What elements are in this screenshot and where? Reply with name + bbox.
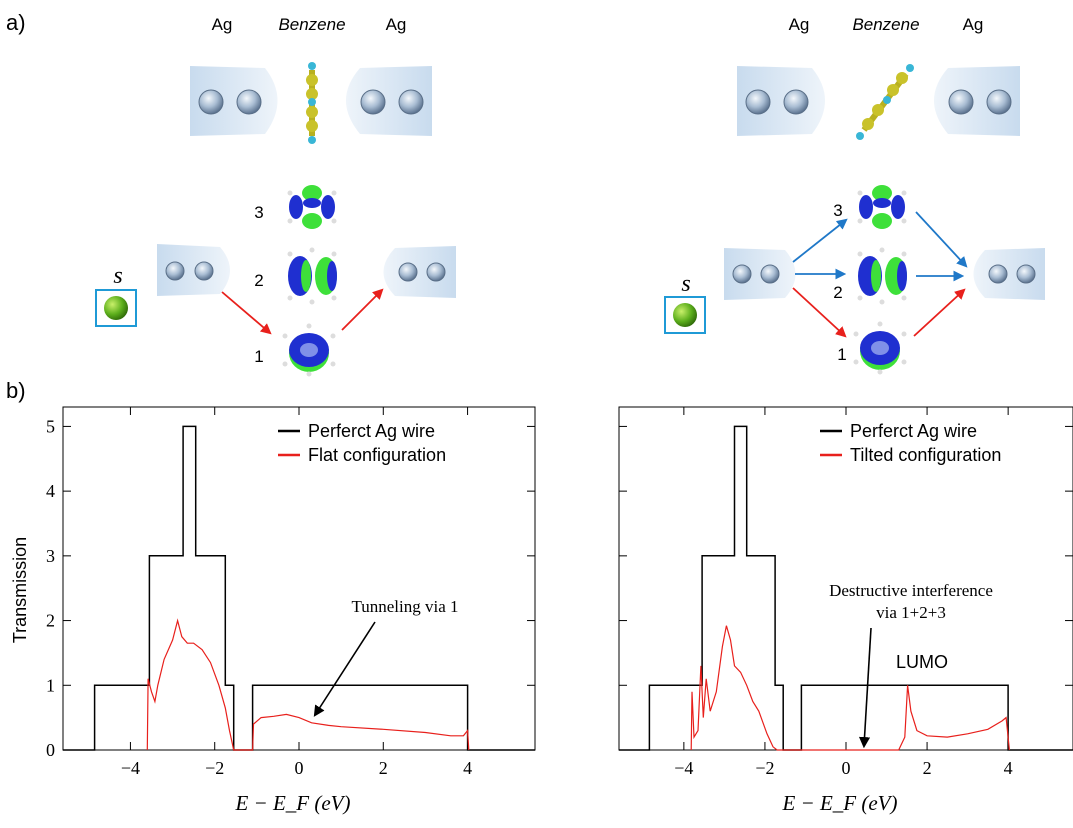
orbital-2 — [857, 247, 907, 305]
panel-label-a: a) — [6, 10, 26, 35]
orbital-label-2: 2 — [833, 283, 842, 302]
ag-label-left: Ag — [212, 15, 233, 34]
orbital-label-1: 1 — [837, 345, 846, 364]
ag-lead-right-small — [383, 246, 456, 298]
orbital-1 — [282, 323, 336, 377]
arrow-from-orbital-1 — [341, 288, 384, 331]
y-tick-label: 5 — [46, 416, 55, 436]
legend-entry: Perferct Ag wire — [850, 421, 977, 441]
series-line-configuration — [690, 625, 1010, 751]
benzene-molecule-tilted — [856, 64, 914, 140]
ag-label-right: Ag — [963, 15, 984, 34]
series-line-configuration — [146, 618, 470, 751]
legend-entry: Tilted configuration — [850, 445, 1001, 465]
x-tick-label: −4 — [674, 758, 693, 778]
ag-atom — [236, 89, 262, 115]
flat-junction: Ag Benzene Ag — [190, 15, 432, 144]
x-axis-label: E − E_F (eV) — [781, 791, 897, 815]
x-tick-label: −4 — [121, 758, 140, 778]
orbital-label-3: 3 — [254, 203, 263, 222]
s-orbital-icon — [673, 303, 697, 327]
s-orbital-box — [664, 296, 706, 334]
annotation-lumo: LUMO — [896, 652, 948, 672]
annotation-text: Tunneling via 1 — [351, 597, 458, 616]
y-tick-label: 3 — [46, 546, 55, 566]
orbital-3 — [287, 185, 337, 229]
x-tick-label: 4 — [463, 758, 472, 778]
y-tick-label: 1 — [46, 675, 55, 695]
ag-label-left: Ag — [789, 15, 810, 34]
arrow-to-orbital-1 — [792, 287, 847, 338]
tilted-orbital-diagram: 3 2 1 — [664, 185, 1045, 375]
orbital-label-3: 3 — [833, 201, 842, 220]
x-tick-label: 0 — [842, 758, 851, 778]
ag-lead-right-small — [973, 248, 1045, 300]
flat-orbital-diagram: 3 2 1 — [95, 185, 456, 377]
ag-lead-right — [934, 66, 1020, 136]
s-orbital-box — [95, 289, 137, 327]
x-axis-label: E − E_F (eV) — [234, 791, 350, 815]
annotation-arrow — [313, 621, 376, 717]
orbital-label-1: 1 — [254, 347, 263, 366]
annotation-text: Destructive interference — [829, 581, 993, 600]
panel-label-b: b) — [6, 378, 26, 403]
orbital-3 — [857, 185, 907, 229]
arrow-to-orbital-3 — [792, 218, 848, 263]
x-tick-label: −2 — [205, 758, 224, 778]
orbital-2 — [287, 247, 337, 305]
ag-atom — [398, 89, 424, 115]
legend-entry: Perferct Ag wire — [308, 421, 435, 441]
x-tick-label: 2 — [379, 758, 388, 778]
ag-lead-left — [190, 66, 278, 136]
annotation-arrow — [858, 627, 872, 749]
s-orbital-icon — [104, 296, 128, 320]
series-line-perfect-wire — [63, 425, 535, 751]
x-tick-label: −2 — [755, 758, 774, 778]
ag-lead-left-small — [157, 244, 230, 296]
tilted-junction: Ag Benzene Ag — [737, 15, 1020, 140]
annotation-text: via 1+2+3 — [876, 603, 946, 622]
arrow-from-orbital-3 — [915, 211, 968, 268]
orbital-1 — [853, 321, 907, 375]
x-tick-label: 4 — [1004, 758, 1013, 778]
s-orbital-label: s — [681, 271, 690, 297]
arrow-from-orbital-1 — [913, 288, 966, 337]
arrow-to-orbital-1 — [221, 291, 272, 335]
benzene-label: Benzene — [852, 15, 919, 34]
y-tick-label: 4 — [46, 481, 55, 501]
plot-frame — [62, 406, 536, 751]
benzene-molecule-flat — [306, 62, 318, 144]
x-tick-label: 0 — [295, 758, 304, 778]
y-tick-label: 0 — [46, 740, 55, 760]
plot-frame — [618, 406, 1073, 751]
series-line-perfect-wire — [619, 425, 1073, 751]
y-tick-label: 2 — [46, 611, 55, 631]
x-tick-label: 2 — [923, 758, 932, 778]
ag-label-right: Ag — [386, 15, 407, 34]
transmission-plot-tilted: −4 −2 0 2 4 E − E_F (eV) Perferct Ag wire Tilte… — [618, 406, 1073, 815]
ag-atom — [198, 89, 224, 115]
ag-lead-left — [737, 66, 825, 136]
ag-lead-right — [346, 66, 432, 136]
legend-entry: Flat configuration — [308, 445, 446, 465]
orbital-label-2: 2 — [254, 271, 263, 290]
y-axis-label: Transmission — [10, 537, 30, 643]
s-orbital-label: s — [113, 263, 122, 289]
ag-atom — [360, 89, 386, 115]
benzene-label: Benzene — [278, 15, 345, 34]
transmission-plot-flat: −4 −2 0 2 4 0 1 2 3 4 5 E − E_F (eV) Perferct Ag wir… — [46, 406, 536, 815]
ag-lead-left-small — [724, 248, 796, 300]
